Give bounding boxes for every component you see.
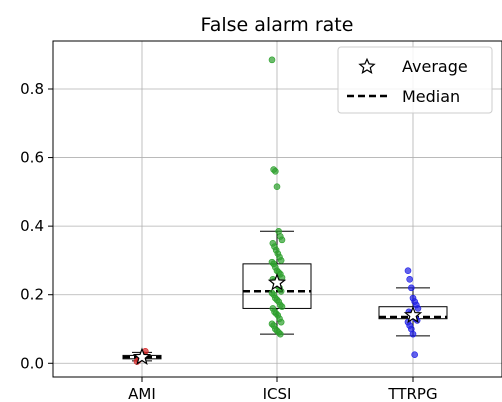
x-tick-label: AMI — [128, 385, 156, 402]
y-tick-label: 0.0 — [20, 354, 44, 372]
legend: Average Median — [337, 46, 493, 114]
average-star-icon — [267, 273, 287, 291]
grid-lines — [53, 41, 502, 377]
data-point — [272, 167, 279, 175]
boxes — [122, 230, 448, 362]
data-point — [277, 318, 285, 326]
y-tick-label: 0.4 — [20, 217, 44, 235]
legend-star-icon — [358, 57, 376, 74]
x-tick-label: ICSI — [263, 385, 292, 402]
data-point — [404, 267, 412, 275]
plot-frame — [52, 40, 502, 378]
data-point — [409, 330, 417, 338]
legend-label-median: Median — [402, 87, 460, 106]
average-star-icon — [403, 305, 423, 324]
legend-box — [337, 46, 493, 114]
data-point — [277, 257, 285, 264]
legend-label-average: Average — [402, 57, 468, 76]
data-point — [268, 56, 276, 64]
data-point — [406, 275, 413, 283]
data-point — [278, 303, 286, 311]
data-point — [408, 284, 415, 292]
axis-ticks: 0.0 0.2 0.4 0.6 0.8 AMI ICSI TTRPG — [20, 80, 437, 402]
chart-title: False alarm rate — [201, 14, 354, 36]
y-tick-label: 0.8 — [20, 80, 44, 98]
average-star-icon — [132, 347, 152, 365]
x-tick-label: TTRPG — [387, 385, 437, 402]
data-point — [411, 351, 418, 359]
data-point — [278, 236, 286, 244]
data-point — [277, 330, 284, 338]
data-point — [414, 305, 422, 312]
data-point — [273, 183, 281, 191]
y-tick-label: 0.6 — [20, 149, 44, 167]
average-markers — [132, 273, 423, 365]
y-tick-label: 0.2 — [20, 286, 44, 304]
box-iqr — [242, 263, 312, 309]
